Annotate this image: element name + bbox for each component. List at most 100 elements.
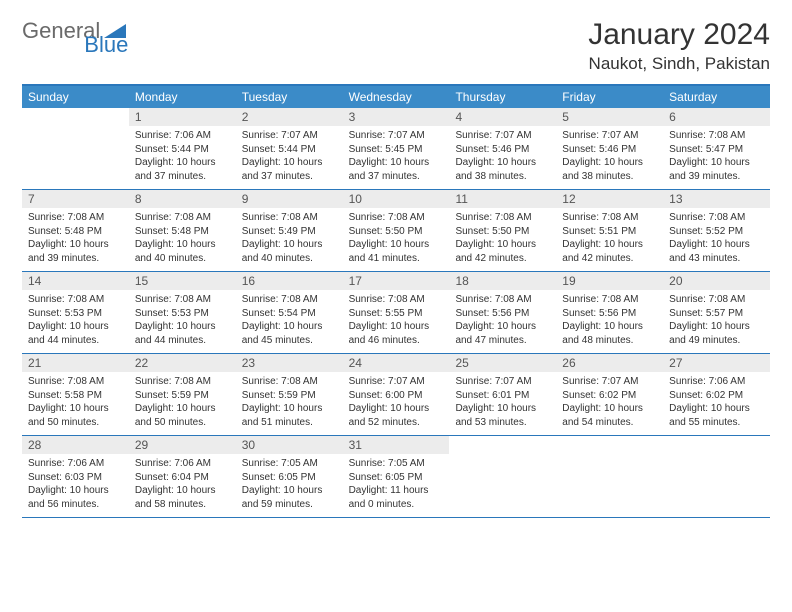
sunrise-text: Sunrise: 7:08 AM [242, 293, 337, 307]
header: General Blue January 2024 Naukot, Sindh,… [22, 18, 770, 74]
daylight-text: Daylight: 10 hours and 50 minutes. [28, 402, 123, 429]
sunrise-text: Sunrise: 7:08 AM [669, 211, 764, 225]
day-number: 6 [663, 108, 770, 126]
day-number [556, 436, 663, 440]
sunrise-text: Sunrise: 7:08 AM [242, 375, 337, 389]
day-number: 31 [343, 436, 450, 454]
day-body: Sunrise: 7:08 AMSunset: 5:57 PMDaylight:… [663, 290, 770, 353]
day-body: Sunrise: 7:08 AMSunset: 5:53 PMDaylight:… [129, 290, 236, 353]
day-body: Sunrise: 7:08 AMSunset: 5:49 PMDaylight:… [236, 208, 343, 271]
sunset-text: Sunset: 5:50 PM [455, 225, 550, 239]
day-number: 18 [449, 272, 556, 290]
day-cell: 10Sunrise: 7:08 AMSunset: 5:50 PMDayligh… [343, 190, 450, 271]
day-body: Sunrise: 7:08 AMSunset: 5:54 PMDaylight:… [236, 290, 343, 353]
sunrise-text: Sunrise: 7:07 AM [242, 129, 337, 143]
day-number: 29 [129, 436, 236, 454]
day-cell: 2Sunrise: 7:07 AMSunset: 5:44 PMDaylight… [236, 108, 343, 189]
day-cell: 28Sunrise: 7:06 AMSunset: 6:03 PMDayligh… [22, 436, 129, 517]
sunrise-text: Sunrise: 7:08 AM [349, 211, 444, 225]
day-cell: 5Sunrise: 7:07 AMSunset: 5:46 PMDaylight… [556, 108, 663, 189]
sunrise-text: Sunrise: 7:08 AM [28, 375, 123, 389]
dow-cell: Friday [556, 86, 663, 108]
sunrise-text: Sunrise: 7:07 AM [562, 129, 657, 143]
daylight-text: Daylight: 10 hours and 55 minutes. [669, 402, 764, 429]
sunrise-text: Sunrise: 7:08 AM [669, 293, 764, 307]
day-number: 22 [129, 354, 236, 372]
daylight-text: Daylight: 10 hours and 39 minutes. [28, 238, 123, 265]
day-number: 17 [343, 272, 450, 290]
sunrise-text: Sunrise: 7:08 AM [562, 211, 657, 225]
sunrise-text: Sunrise: 7:07 AM [562, 375, 657, 389]
week-row: 14Sunrise: 7:08 AMSunset: 5:53 PMDayligh… [22, 272, 770, 354]
day-body: Sunrise: 7:08 AMSunset: 5:47 PMDaylight:… [663, 126, 770, 189]
sunrise-text: Sunrise: 7:07 AM [349, 129, 444, 143]
sunrise-text: Sunrise: 7:07 AM [349, 375, 444, 389]
sunrise-text: Sunrise: 7:08 AM [562, 293, 657, 307]
day-number: 27 [663, 354, 770, 372]
day-body: Sunrise: 7:08 AMSunset: 5:48 PMDaylight:… [129, 208, 236, 271]
daylight-text: Daylight: 10 hours and 58 minutes. [135, 484, 230, 511]
location-text: Naukot, Sindh, Pakistan [588, 54, 770, 74]
day-cell: 4Sunrise: 7:07 AMSunset: 5:46 PMDaylight… [449, 108, 556, 189]
sunset-text: Sunset: 6:01 PM [455, 389, 550, 403]
sunset-text: Sunset: 5:46 PM [562, 143, 657, 157]
day-cell: 12Sunrise: 7:08 AMSunset: 5:51 PMDayligh… [556, 190, 663, 271]
sunset-text: Sunset: 6:03 PM [28, 471, 123, 485]
day-cell: 20Sunrise: 7:08 AMSunset: 5:57 PMDayligh… [663, 272, 770, 353]
day-number [22, 108, 129, 112]
day-body: Sunrise: 7:08 AMSunset: 5:56 PMDaylight:… [449, 290, 556, 353]
day-body: Sunrise: 7:08 AMSunset: 5:52 PMDaylight:… [663, 208, 770, 271]
day-cell: 26Sunrise: 7:07 AMSunset: 6:02 PMDayligh… [556, 354, 663, 435]
day-cell: 1Sunrise: 7:06 AMSunset: 5:44 PMDaylight… [129, 108, 236, 189]
daylight-text: Daylight: 10 hours and 45 minutes. [242, 320, 337, 347]
sunrise-text: Sunrise: 7:08 AM [135, 211, 230, 225]
week-row: 28Sunrise: 7:06 AMSunset: 6:03 PMDayligh… [22, 436, 770, 518]
logo: General Blue [22, 18, 154, 44]
sunset-text: Sunset: 5:48 PM [28, 225, 123, 239]
day-cell: 22Sunrise: 7:08 AMSunset: 5:59 PMDayligh… [129, 354, 236, 435]
day-body: Sunrise: 7:07 AMSunset: 6:02 PMDaylight:… [556, 372, 663, 435]
sunset-text: Sunset: 5:44 PM [242, 143, 337, 157]
day-cell: 31Sunrise: 7:05 AMSunset: 6:05 PMDayligh… [343, 436, 450, 517]
day-number: 23 [236, 354, 343, 372]
sunrise-text: Sunrise: 7:07 AM [455, 375, 550, 389]
daylight-text: Daylight: 10 hours and 43 minutes. [669, 238, 764, 265]
day-number: 4 [449, 108, 556, 126]
weeks-container: 1Sunrise: 7:06 AMSunset: 5:44 PMDaylight… [22, 108, 770, 518]
day-number: 1 [129, 108, 236, 126]
day-body: Sunrise: 7:08 AMSunset: 5:58 PMDaylight:… [22, 372, 129, 435]
day-cell: 9Sunrise: 7:08 AMSunset: 5:49 PMDaylight… [236, 190, 343, 271]
day-number [449, 436, 556, 440]
dow-cell: Thursday [449, 86, 556, 108]
day-body: Sunrise: 7:08 AMSunset: 5:53 PMDaylight:… [22, 290, 129, 353]
day-body: Sunrise: 7:08 AMSunset: 5:56 PMDaylight:… [556, 290, 663, 353]
daylight-text: Daylight: 10 hours and 40 minutes. [135, 238, 230, 265]
day-cell: 24Sunrise: 7:07 AMSunset: 6:00 PMDayligh… [343, 354, 450, 435]
day-body: Sunrise: 7:08 AMSunset: 5:50 PMDaylight:… [449, 208, 556, 271]
dow-cell: Tuesday [236, 86, 343, 108]
week-row: 1Sunrise: 7:06 AMSunset: 5:44 PMDaylight… [22, 108, 770, 190]
day-cell: 11Sunrise: 7:08 AMSunset: 5:50 PMDayligh… [449, 190, 556, 271]
sunset-text: Sunset: 5:58 PM [28, 389, 123, 403]
day-number: 9 [236, 190, 343, 208]
week-row: 7Sunrise: 7:08 AMSunset: 5:48 PMDaylight… [22, 190, 770, 272]
sunset-text: Sunset: 5:53 PM [28, 307, 123, 321]
day-cell: 6Sunrise: 7:08 AMSunset: 5:47 PMDaylight… [663, 108, 770, 189]
daylight-text: Daylight: 10 hours and 54 minutes. [562, 402, 657, 429]
day-cell: 27Sunrise: 7:06 AMSunset: 6:02 PMDayligh… [663, 354, 770, 435]
sunset-text: Sunset: 6:04 PM [135, 471, 230, 485]
sunset-text: Sunset: 5:48 PM [135, 225, 230, 239]
day-number: 25 [449, 354, 556, 372]
day-number: 7 [22, 190, 129, 208]
dow-cell: Sunday [22, 86, 129, 108]
sunset-text: Sunset: 5:44 PM [135, 143, 230, 157]
sunrise-text: Sunrise: 7:08 AM [242, 211, 337, 225]
sunset-text: Sunset: 6:00 PM [349, 389, 444, 403]
sunrise-text: Sunrise: 7:08 AM [135, 293, 230, 307]
day-cell [556, 436, 663, 517]
sunset-text: Sunset: 6:02 PM [562, 389, 657, 403]
day-cell: 21Sunrise: 7:08 AMSunset: 5:58 PMDayligh… [22, 354, 129, 435]
day-cell: 29Sunrise: 7:06 AMSunset: 6:04 PMDayligh… [129, 436, 236, 517]
daylight-text: Daylight: 10 hours and 38 minutes. [562, 156, 657, 183]
daylight-text: Daylight: 10 hours and 49 minutes. [669, 320, 764, 347]
